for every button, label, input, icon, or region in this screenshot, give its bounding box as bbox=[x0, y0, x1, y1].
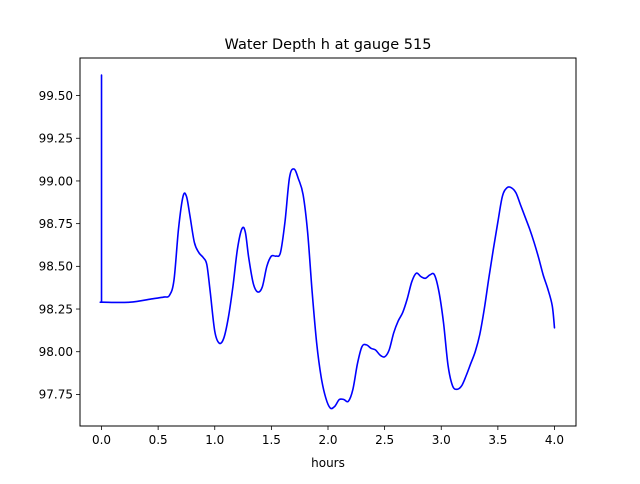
x-axis: 0.0 0.5 1.0 1.5 2.0 2.5 3.0 3.5 4.0 bbox=[92, 426, 564, 447]
y-axis: 97.75 98.00 98.25 98.50 98.75 99.00 99.25 99.50 bbox=[39, 89, 80, 402]
x-tick-label: 2.0 bbox=[318, 433, 337, 447]
y-tick-label: 98.50 bbox=[39, 260, 73, 274]
series-line bbox=[99, 74, 556, 410]
x-tick-label: 3.5 bbox=[488, 433, 507, 447]
x-tick-label: 0.5 bbox=[149, 433, 168, 447]
y-tick-label: 97.75 bbox=[39, 388, 73, 402]
x-tick-label: 4.0 bbox=[545, 433, 564, 447]
y-tick-label: 98.25 bbox=[39, 302, 73, 316]
chart-title: Water Depth h at gauge 515 bbox=[225, 37, 432, 53]
x-tick-label: 1.0 bbox=[205, 433, 224, 447]
y-tick-label: 99.00 bbox=[39, 174, 73, 188]
y-tick-label: 99.25 bbox=[39, 132, 73, 146]
y-tick-label: 98.75 bbox=[39, 217, 73, 231]
y-tick-label: 98.00 bbox=[39, 345, 73, 359]
x-tick-label: 3.0 bbox=[432, 433, 451, 447]
y-tick-label: 99.50 bbox=[39, 89, 73, 103]
x-tick-label: 0.0 bbox=[92, 433, 111, 447]
x-axis-label: hours bbox=[311, 456, 345, 470]
x-tick-label: 2.5 bbox=[375, 433, 394, 447]
x-tick-label: 1.5 bbox=[262, 433, 281, 447]
